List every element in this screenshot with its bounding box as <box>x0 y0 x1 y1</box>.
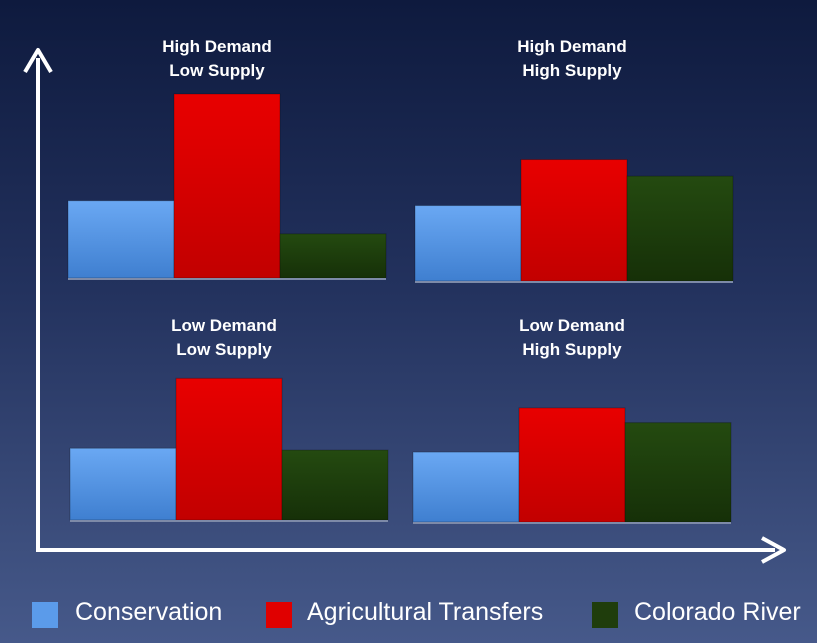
panel-1-bar-agricultural-transfers <box>173 93 281 279</box>
panel-1-bar-conservation <box>67 200 175 279</box>
panel-2-bar-agricultural-transfers <box>520 159 628 282</box>
panel-2-title-line-2: High Supply <box>522 61 622 80</box>
panel-4-title-line-1: Low Demand <box>519 316 625 335</box>
x-axis-arrowhead-icon <box>761 536 786 564</box>
y-axis-arrowhead-icon <box>23 48 53 74</box>
panel-4-bar-colorado-river <box>624 422 732 523</box>
legend-swatch-colorado-river <box>592 602 618 628</box>
panel-2-bar-conservation <box>414 205 522 282</box>
panel-4-bar-agricultural-transfers <box>518 407 626 523</box>
legend-label-conservation: Conservation <box>75 598 223 626</box>
panel-1-bar-colorado-river <box>279 233 387 279</box>
panel-2-bar-colorado-river <box>626 175 734 282</box>
panel-3-title-line-2: Low Supply <box>176 340 272 359</box>
panel-4-bar-conservation <box>412 451 520 523</box>
panel-1-title-line-1: High Demand <box>162 37 272 56</box>
panel-3-bar-agricultural-transfers <box>175 377 283 521</box>
legend-swatch-conservation <box>32 602 58 628</box>
chart-panels: High Demand Low Supply High Demand High Sup… <box>67 37 734 524</box>
panel-3-bar-colorado-river <box>281 449 389 521</box>
legend-label-agricultural-transfers: Agricultural Transfers <box>307 598 544 626</box>
panel-1-title-line-2: Low Supply <box>169 61 265 80</box>
panel-4-title-line-2: High Supply <box>522 340 622 359</box>
panel-2-title-line-1: High Demand <box>517 37 627 56</box>
panel-3-title-line-1: Low Demand <box>171 316 277 335</box>
panel-3-bar-conservation <box>69 447 177 521</box>
legend-label-colorado-river: Colorado River <box>634 598 801 626</box>
legend-swatch-agricultural-transfers <box>266 602 292 628</box>
